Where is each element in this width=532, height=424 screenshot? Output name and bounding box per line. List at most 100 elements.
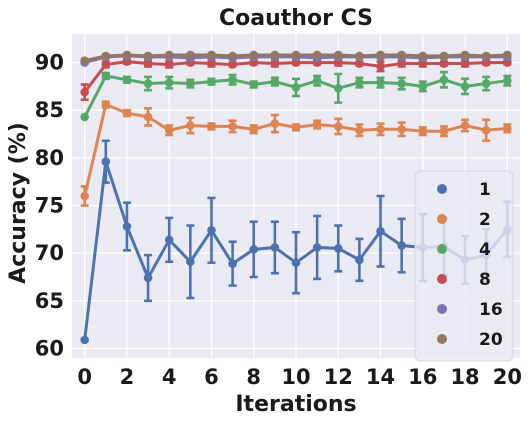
data-point [355, 59, 364, 68]
data-point [481, 125, 491, 135]
data-point [80, 335, 89, 345]
x-tick-label: 20 [493, 365, 522, 389]
series-2 [80, 100, 512, 207]
data-point [228, 259, 237, 268]
legend-label: 4 [479, 240, 491, 260]
data-point [312, 120, 322, 129]
data-point [312, 50, 322, 60]
y-tick-label: 60 [35, 336, 64, 360]
data-point [460, 59, 470, 68]
series-8 [80, 57, 512, 102]
data-point [249, 124, 259, 134]
legend-marker [437, 184, 447, 194]
data-point [481, 79, 491, 88]
x-axis-title: Iterations [235, 392, 356, 417]
x-tick-label: 12 [324, 365, 353, 389]
data-point [355, 51, 364, 61]
data-point [80, 56, 89, 65]
data-point [439, 59, 449, 68]
data-point [207, 50, 216, 60]
data-point [101, 71, 111, 81]
y-tick-label: 80 [35, 146, 64, 170]
data-point [355, 255, 364, 265]
data-point [418, 82, 428, 91]
x-tick-label: 4 [162, 365, 177, 389]
data-point [186, 121, 195, 130]
data-point [270, 77, 280, 86]
data-point [418, 126, 428, 136]
data-point [418, 51, 428, 61]
series-4 [80, 70, 512, 122]
y-tick-label: 90 [35, 51, 64, 75]
data-point [249, 80, 259, 89]
data-point [249, 50, 259, 60]
data-point [228, 60, 237, 69]
legend: 1 2 4 8 16 20 [414, 170, 514, 362]
data-point [122, 75, 132, 85]
data-point [376, 226, 385, 236]
data-point [186, 257, 195, 267]
data-point [122, 50, 132, 60]
data-point [228, 122, 237, 131]
data-point [397, 59, 406, 68]
data-point [186, 50, 195, 60]
data-point [143, 273, 153, 283]
data-point [460, 121, 470, 130]
x-tick-label: 18 [450, 365, 479, 389]
data-point [355, 78, 364, 87]
data-point [397, 124, 406, 134]
legend-marker [437, 214, 447, 224]
data-point [333, 122, 343, 131]
legend-marker [437, 304, 447, 314]
data-point [164, 235, 174, 245]
data-point [143, 112, 153, 122]
legend-label: 16 [479, 300, 503, 320]
x-tick-label: 14 [366, 365, 395, 389]
data-point [228, 75, 237, 85]
data-point [460, 82, 470, 91]
data-point [101, 157, 111, 166]
legend-marker [437, 334, 447, 344]
data-point [207, 122, 216, 131]
legend-marker [437, 274, 447, 284]
data-point [207, 226, 216, 235]
data-point [101, 51, 111, 61]
x-tick-label: 6 [204, 365, 219, 389]
data-point [503, 76, 512, 85]
data-point [143, 79, 153, 88]
data-point [439, 75, 449, 85]
data-point [376, 124, 385, 134]
data-point [333, 244, 343, 253]
data-point [291, 258, 301, 268]
legend-marker [437, 244, 447, 254]
data-point [101, 100, 111, 109]
data-point [291, 123, 301, 132]
x-tick-label: 2 [120, 365, 135, 389]
data-point [186, 79, 195, 88]
y-axis-title: Accuracy (%) [6, 122, 31, 284]
data-point [228, 51, 237, 61]
data-point [207, 59, 216, 68]
data-point [439, 51, 449, 61]
data-point [143, 51, 153, 61]
data-point [503, 50, 512, 60]
data-point [80, 87, 89, 97]
data-point [143, 59, 153, 68]
x-tick-label: 0 [77, 365, 92, 389]
data-point [333, 50, 343, 60]
data-point [270, 59, 280, 68]
y-tick-label: 65 [35, 289, 64, 313]
data-point [291, 83, 301, 92]
x-tick-label: 16 [408, 365, 437, 389]
data-point [101, 60, 111, 69]
data-point [164, 78, 174, 87]
series-20 [80, 50, 512, 65]
data-point [291, 50, 301, 60]
legend-label: 1 [479, 180, 491, 200]
data-point [376, 50, 385, 60]
y-tick-label: 85 [35, 98, 64, 122]
data-point [376, 78, 385, 87]
data-point [164, 125, 174, 135]
